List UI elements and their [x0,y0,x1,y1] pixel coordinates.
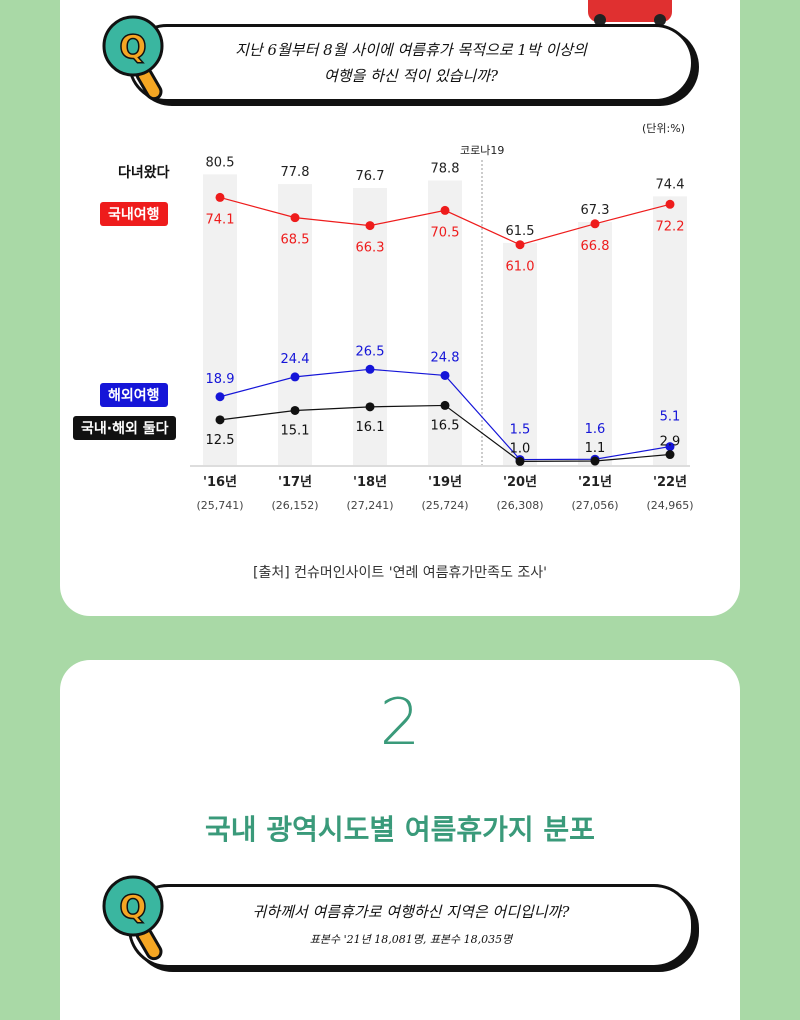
series-point-1 [365,364,375,374]
x-tick-label: '22년 [653,475,687,490]
suitcase-icon [588,0,672,26]
total-bar [428,180,462,465]
sample-size-label: (26,152) [271,499,318,512]
series-label-1: 24.8 [431,350,460,365]
series-label-1: 26.5 [356,344,385,359]
total-label: 77.8 [281,165,310,180]
series-point-2 [665,450,675,460]
travel-chart: 80.5 77.8 76.7 78.8 61.5 67.3 74.4 74.1 68.5 66.3… [190,155,694,512]
series-point-1 [440,370,450,380]
series-point-2 [365,402,375,412]
unit-label: (단위:%) [642,122,685,135]
series-label-2: 16.5 [431,418,460,433]
section-number: 2 [379,686,421,760]
total-label: 78.8 [431,161,460,176]
series-point-2 [290,405,300,415]
series-point-2 [440,400,450,410]
question-bubble-2: 귀하께서 여름휴가로 여행하신 지역은 어디입니까? 표본수 '21년 18,0… [128,884,694,968]
series-point-2 [515,456,525,466]
source-note: [출처] 컨슈머인사이트 '연례 여름휴가만족도 조사' [252,565,548,581]
series-point-2 [215,415,225,425]
question-bubble: 지난 6월부터 8월 사이에 여름휴가 목적으로 1박 이상의 여행을 하신 적… [128,24,694,102]
total-label: 61.5 [506,224,535,239]
legend-overseas: 해외여행 [100,383,168,407]
series-label-2: 15.1 [281,423,310,438]
series-label-2: 16.1 [356,420,385,435]
series-label-0: 72.2 [656,219,685,234]
total-label: 80.5 [206,155,235,170]
series-label-0: 66.3 [356,241,385,256]
total-label: 74.4 [656,177,685,192]
total-bar [578,221,612,465]
x-tick-label: '17년 [278,475,312,490]
magnifier-q-icon: Q [102,15,164,101]
series-label-1: 18.9 [206,372,235,387]
corona-label: 코로나19 [460,144,505,157]
x-tick-label: '19년 [428,475,462,490]
survey-card [60,0,740,616]
series-label-0: 74.1 [206,212,235,227]
magnifier-q-icon-2: Q [102,875,164,961]
series-label-1: 24.4 [281,352,310,367]
series-point-1 [665,442,675,452]
total-label: 76.7 [356,169,385,184]
question2-line-1: 귀하께서 여름휴가로 여행하신 지역은 어디입니까? [252,903,570,921]
x-tick-label: '20년 [503,475,537,490]
series-label-2: 1.1 [585,441,606,456]
total-bar [653,196,687,466]
series-point-1 [215,392,225,402]
sample-size-label: (25,724) [421,499,468,512]
question-line-1: 지난 6월부터 8월 사이에 여름휴가 목적으로 1박 이상의 [235,41,587,59]
x-tick-label: '18년 [353,475,387,490]
series-label-1: 1.5 [510,423,531,438]
legend-domestic: 국내여행 [100,202,168,226]
sample-size-label: (27,241) [346,499,393,512]
sample-size-label: (25,741) [196,499,243,512]
series-point-0 [665,199,675,209]
svg-text:Q: Q [119,888,146,926]
x-tick-label: '21년 [578,475,612,490]
series-point-0 [365,221,375,231]
series-label-0: 70.5 [431,225,460,240]
series-point-0 [215,192,225,202]
total-bar [503,242,537,465]
series-label-2: 1.0 [510,441,531,456]
series-point-0 [440,205,450,215]
section-title: 국내 광역시도별 여름휴가지 분포 [205,813,595,846]
series-point-0 [515,240,525,250]
series-label-0: 68.5 [281,233,310,248]
total-label: 67.3 [581,203,610,218]
series-point-0 [290,213,300,223]
total-bar [278,184,312,466]
series-label-2: 2.9 [660,435,681,450]
sample-size-label: (26,308) [496,499,543,512]
series-point-0 [590,219,600,229]
series-label-0: 66.8 [581,239,610,254]
series-label-1: 5.1 [660,410,681,425]
series-label-2: 12.5 [206,433,235,448]
legend-total: 다녀왔다 [118,165,170,181]
sample-size-label: (27,056) [571,499,618,512]
svg-text:Q: Q [119,28,146,66]
question-line-2: 여행을 하신 적이 있습니까? [323,67,499,85]
series-point-2 [590,456,600,466]
sample-size-label: (24,965) [646,499,693,512]
series-label-1: 1.6 [585,422,606,437]
question2-line-2: 표본수 '21년 18,081명, 표본수 18,035명 [309,933,513,946]
series-label-0: 61.0 [506,260,535,275]
legend-both: 국내·해외 둘다 [73,416,177,440]
total-bar [353,188,387,465]
x-tick-label: '16년 [203,475,237,490]
series-point-1 [290,372,300,382]
